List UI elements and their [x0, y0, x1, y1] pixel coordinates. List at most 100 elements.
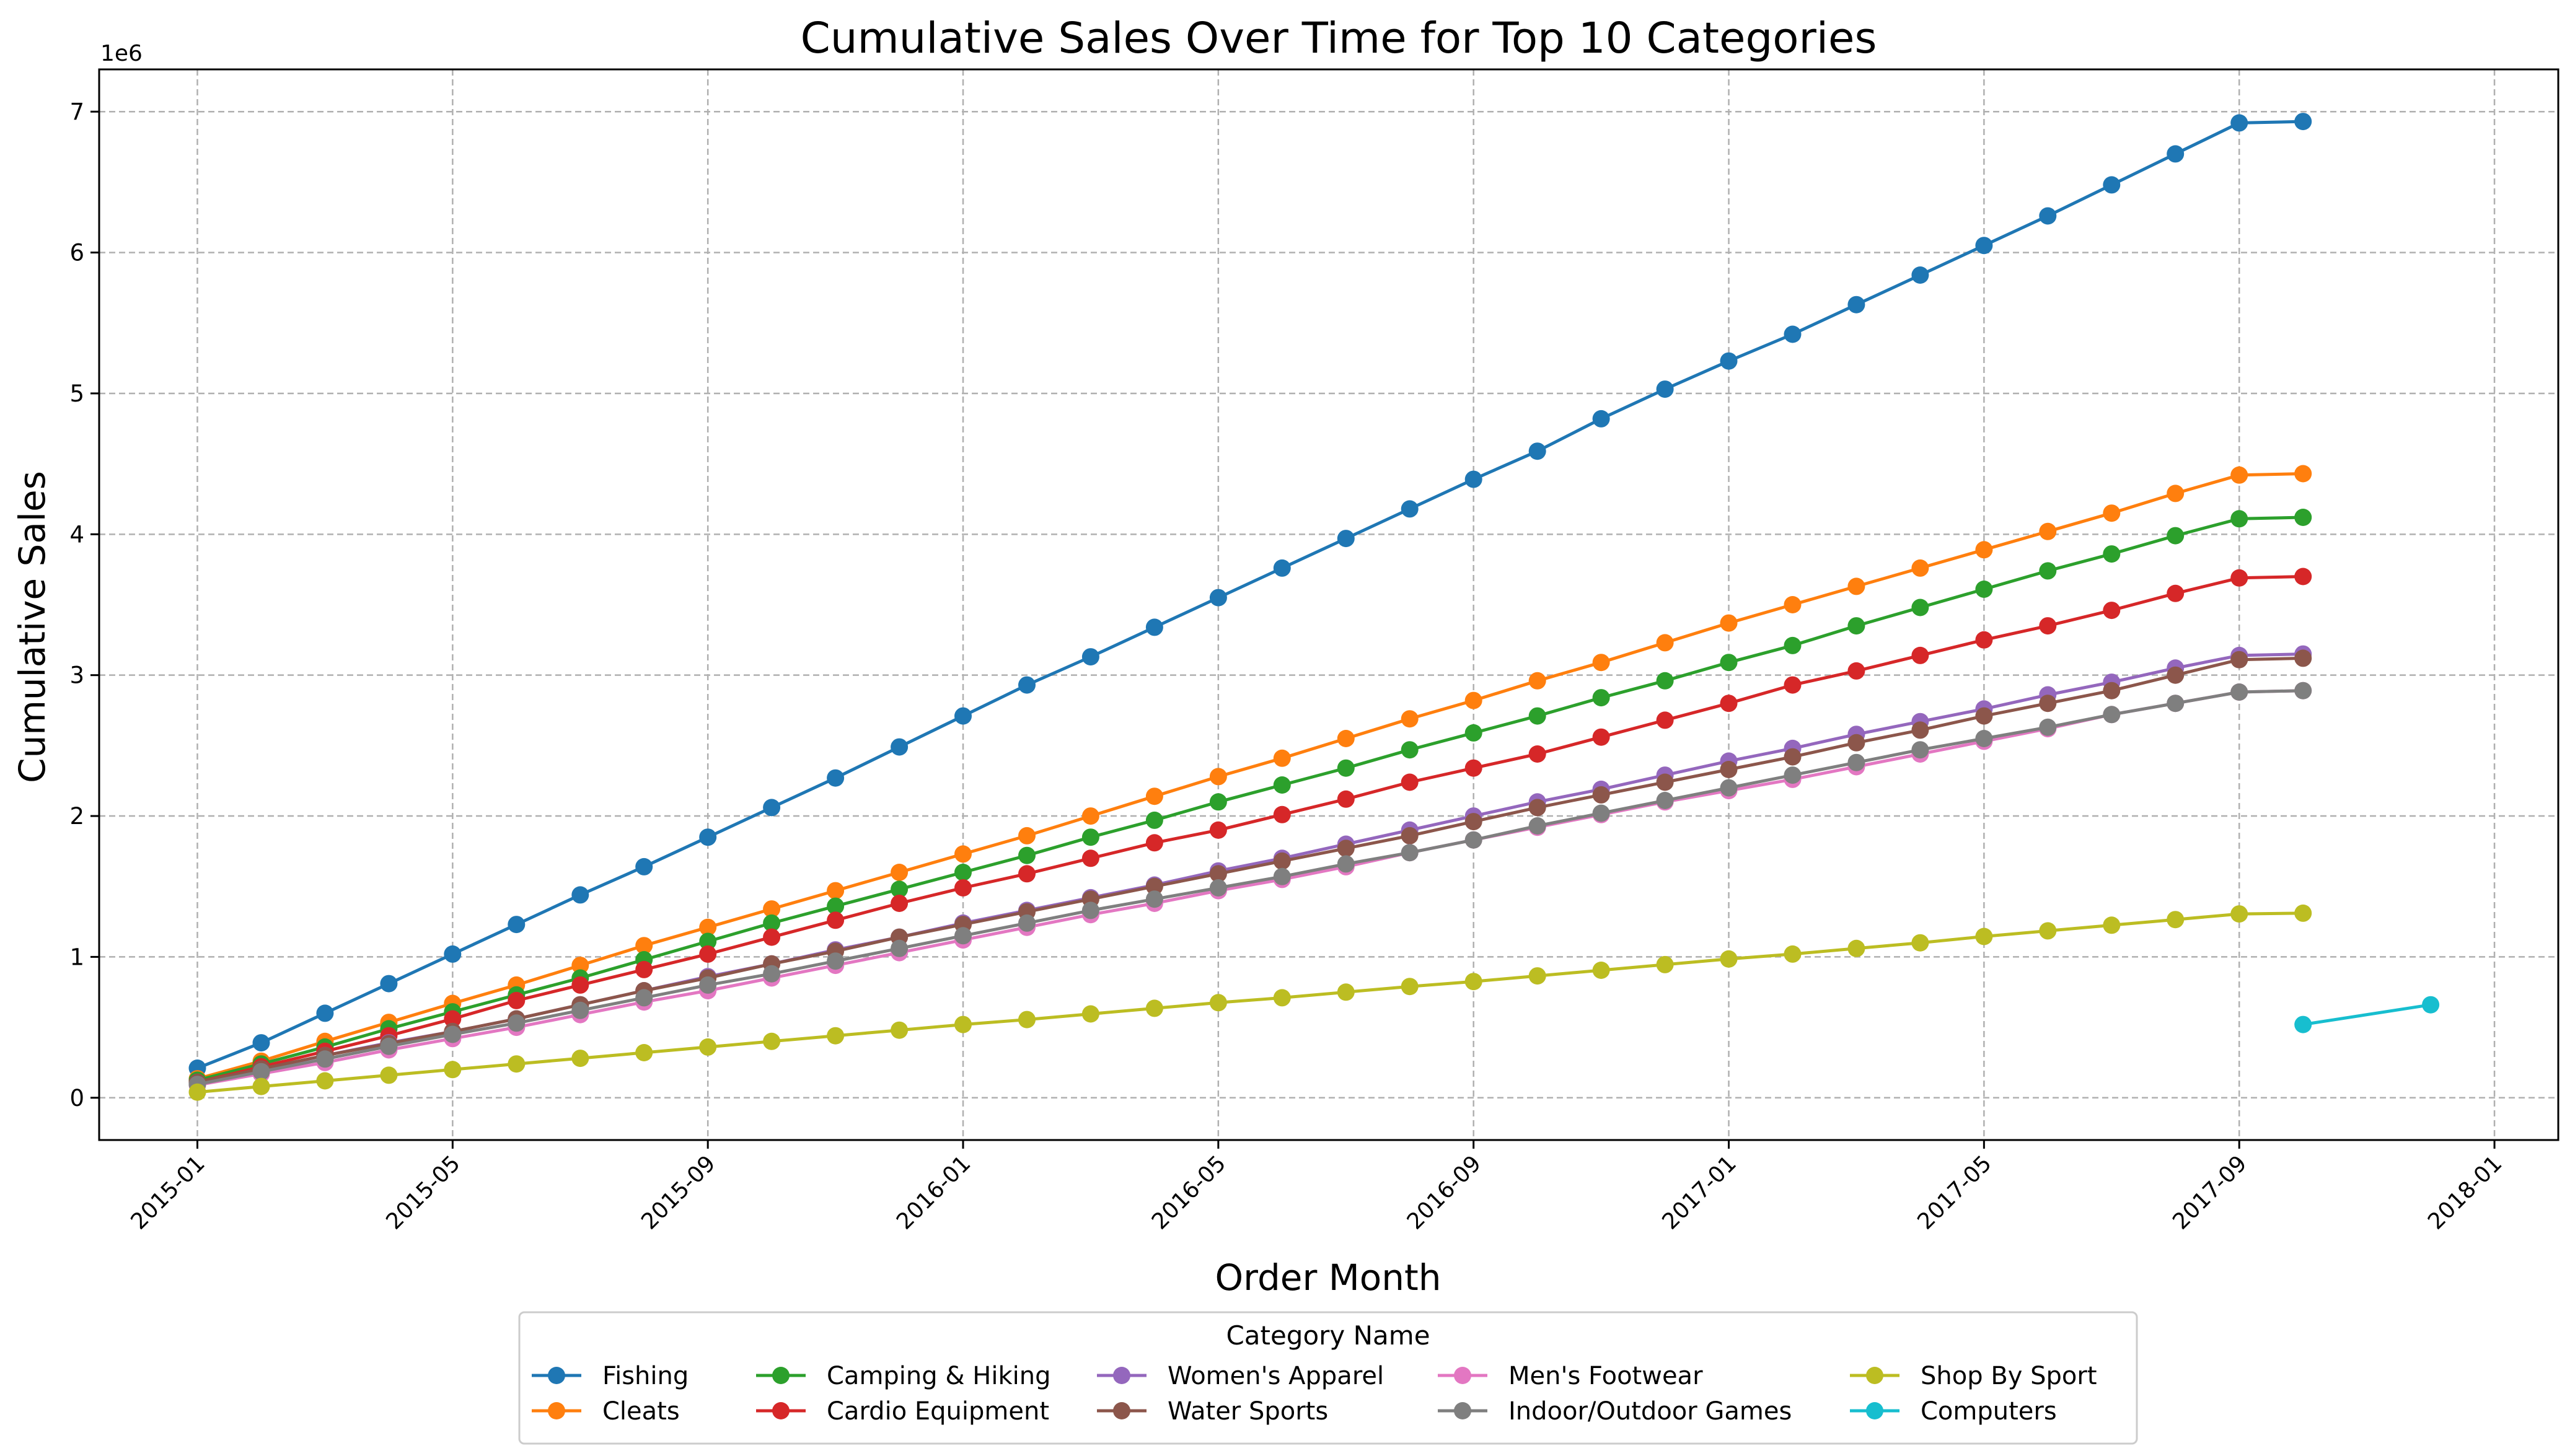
data-point — [2167, 695, 2185, 713]
data-point — [1401, 741, 1419, 759]
data-point — [1784, 748, 1802, 766]
y-offset-text: 1e6 — [100, 41, 143, 66]
data-point — [2039, 922, 2057, 940]
data-point — [2294, 465, 2312, 483]
series-fishing — [188, 113, 2312, 1077]
legend-marker — [548, 1402, 565, 1419]
data-point — [763, 799, 781, 817]
data-point — [763, 900, 781, 918]
data-point — [2039, 617, 2057, 635]
data-point — [1081, 648, 1099, 666]
data-point — [1656, 672, 1674, 690]
legend-entries: Fishing Cleats Camping & Hiking Cardio Equi… — [532, 1362, 2097, 1426]
data-point — [1273, 749, 1291, 767]
data-point — [1464, 759, 1482, 777]
data-point — [1337, 840, 1355, 857]
data-point — [635, 937, 653, 955]
legend-marker — [1454, 1367, 1471, 1384]
data-point — [1209, 865, 1227, 883]
data-point — [1975, 631, 1993, 649]
data-point — [571, 886, 589, 904]
series-line — [196, 472, 2304, 1081]
series-line — [197, 911, 2304, 1094]
data-point — [891, 738, 909, 756]
data-point — [827, 882, 845, 900]
legend-marker — [1866, 1367, 1883, 1384]
series-layer — [188, 113, 2440, 1101]
data-point — [1145, 999, 1163, 1017]
series-cardio-equipment — [188, 568, 2312, 1091]
data-point — [2103, 176, 2121, 194]
data-point — [891, 939, 909, 957]
data-point — [1528, 707, 1546, 725]
data-point — [1209, 793, 1227, 811]
data-point — [1911, 266, 1929, 284]
data-point — [1401, 710, 1419, 728]
data-point — [891, 895, 909, 912]
data-point — [444, 1010, 462, 1028]
data-point — [571, 1001, 589, 1019]
data-point — [891, 1021, 909, 1039]
data-point — [1464, 691, 1482, 709]
data-point — [444, 1025, 462, 1043]
data-point — [2230, 510, 2248, 528]
data-point — [2294, 904, 2312, 922]
data-point — [1975, 581, 1993, 598]
legend-box — [518, 1311, 2138, 1445]
data-point — [1911, 559, 1929, 577]
y-tick-label: 4 — [69, 521, 84, 548]
data-point — [1847, 939, 1865, 957]
data-point — [1273, 867, 1291, 885]
data-point — [1911, 934, 1929, 952]
data-point — [508, 991, 526, 1009]
data-point — [1018, 865, 1036, 883]
data-point — [1656, 711, 1674, 729]
data-point — [954, 1015, 972, 1033]
data-point — [1528, 799, 1546, 817]
data-point — [2103, 545, 2121, 563]
data-point — [1656, 634, 1674, 652]
data-point — [1464, 973, 1482, 991]
data-point — [1656, 773, 1674, 791]
data-point — [1528, 745, 1546, 763]
data-point — [1847, 617, 1865, 635]
data-point — [2039, 207, 2057, 225]
data-point — [1975, 707, 1993, 725]
data-point — [2103, 706, 2121, 724]
data-point — [1720, 761, 1738, 778]
data-point — [2167, 485, 2185, 502]
data-point — [1337, 983, 1355, 1001]
legend-entry: Shop By Sport — [1850, 1362, 2097, 1390]
data-point — [1209, 994, 1227, 1012]
data-point — [1911, 741, 1929, 759]
legend-label: Cardio Equipment — [827, 1397, 1049, 1426]
data-point — [635, 857, 653, 875]
data-point — [954, 879, 972, 897]
legend-entry: Computers — [1850, 1397, 2057, 1426]
series-line — [196, 656, 2304, 1084]
data-point — [380, 1066, 398, 1084]
legend-marker — [772, 1402, 790, 1419]
data-point — [1656, 955, 1674, 973]
data-point — [2039, 522, 2057, 540]
data-point — [1209, 589, 1227, 607]
data-point — [1592, 654, 1610, 672]
data-point — [1464, 813, 1482, 831]
legend-label: Shop By Sport — [1921, 1362, 2097, 1390]
data-point — [444, 1061, 462, 1079]
x-axis-label: Order Month — [1215, 1256, 1441, 1299]
legend-entry: Indoor/Outdoor Games — [1438, 1397, 1792, 1426]
data-point — [1081, 828, 1099, 846]
plot-frame — [98, 68, 2560, 1141]
data-point — [1145, 787, 1163, 805]
data-point — [2103, 682, 2121, 699]
data-point — [1592, 410, 1610, 428]
data-point — [1975, 928, 1993, 945]
legend-marker — [772, 1367, 790, 1384]
data-point — [1145, 834, 1163, 852]
data-point — [763, 914, 781, 932]
legend-entry: Water Sports — [1097, 1397, 1328, 1426]
data-point — [1018, 827, 1036, 844]
data-point — [1145, 811, 1163, 829]
data-point — [1337, 530, 1355, 548]
